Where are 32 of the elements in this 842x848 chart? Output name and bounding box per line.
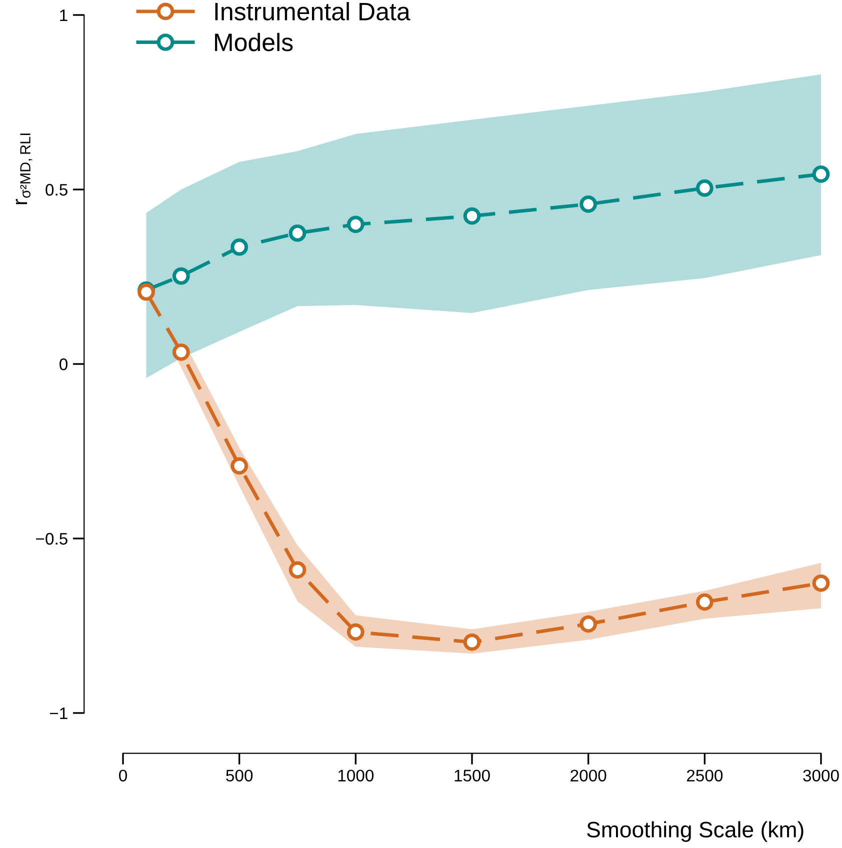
- point: [463, 633, 481, 651]
- x-tick-label: 0: [119, 770, 127, 782]
- point: [696, 593, 714, 611]
- point: [172, 267, 190, 285]
- x-tick-label: 500: [226, 770, 253, 782]
- point: [172, 343, 190, 361]
- point: [288, 561, 306, 579]
- x-tick-label: 1500: [454, 770, 490, 782]
- point: [463, 207, 481, 225]
- x-tick-label: 2000: [570, 770, 606, 782]
- y-tick-label: 1: [60, 10, 68, 22]
- legend-label: Models: [215, 32, 293, 52]
- y-tick-label: −1: [50, 708, 68, 720]
- y-axis-title: r$_{σ²MD,RLI}$: [16, 134, 32, 204]
- point: [230, 457, 248, 475]
- point: [812, 165, 830, 183]
- x-axis-title: Smoothing Scale (km): [587, 821, 804, 842]
- y-tick-label: −0.5: [36, 532, 68, 545]
- point: [288, 224, 306, 242]
- y-tick-label: 0.5: [46, 184, 68, 196]
- point: [580, 615, 598, 633]
- point: [812, 574, 830, 592]
- x-tick-label: 3000: [803, 770, 839, 782]
- point: [346, 216, 364, 234]
- point: [346, 623, 364, 641]
- legend-label: Instrumental Data: [215, 2, 410, 20]
- point: [230, 238, 248, 256]
- point: [580, 195, 598, 213]
- x-tick-label: 2500: [686, 770, 723, 782]
- point: [696, 179, 714, 197]
- x-tick-label: 1000: [338, 770, 374, 782]
- y-tick-label: 0: [60, 358, 68, 370]
